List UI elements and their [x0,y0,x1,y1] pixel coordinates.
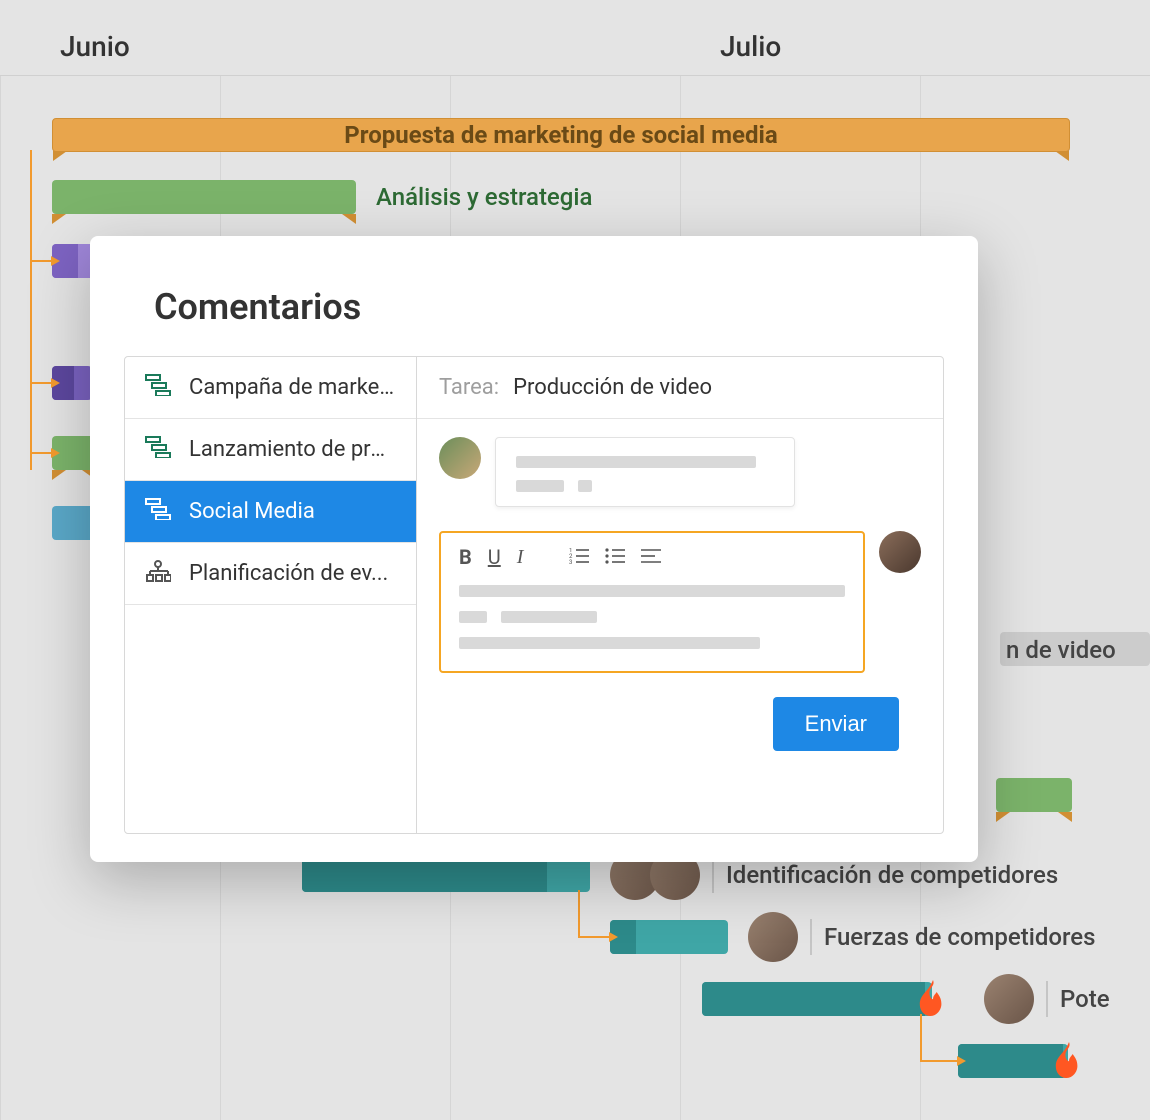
placeholder-line [516,456,756,468]
org-chart-icon [145,560,171,588]
italic-button[interactable]: I [517,547,524,567]
placeholder-line [459,637,760,649]
flame-icon [918,980,948,1016]
avatar [439,437,481,479]
dependency-link [578,936,610,938]
thread-pane: Tarea: Producción de video [417,357,943,833]
send-button[interactable]: Enviar [773,697,899,751]
dependency-link [30,452,52,454]
projects-list: Campaña de marketing Lanzamiento de pro..… [125,357,417,833]
bar-progress [302,858,547,892]
unordered-list-button[interactable] [605,547,625,567]
bold-button[interactable]: B [459,547,472,567]
dependency-link [920,1060,958,1062]
editor-toolbar: B U I 123 [459,547,845,567]
gantt-bar[interactable] [996,778,1072,812]
avatar [984,974,1034,1024]
send-row: Enviar [439,697,921,751]
avatar [748,912,798,962]
project-label: Planificación de ev... [189,561,388,586]
task-label: Tarea: [439,375,499,400]
comment-row [439,437,921,507]
project-label: Campaña de marketing [189,375,396,400]
month-label: Julio [690,0,781,63]
placeholder-line [501,611,597,623]
separator [1046,981,1048,1017]
project-label: Lanzamiento de pro... [189,437,396,462]
placeholder-line [459,611,487,623]
arrowhead-icon [51,448,60,458]
placeholder-line [516,480,564,492]
comment-editor[interactable]: B U I 123 [439,531,865,673]
dependency-link [30,382,52,384]
arrowhead-icon [609,932,618,942]
modal-title: Comentarios [154,286,944,328]
dependency-link [30,260,52,262]
underline-button[interactable]: U [488,547,501,567]
flame-icon [1054,1042,1084,1078]
project-item[interactable]: Campaña de marketing [125,357,416,419]
gantt-icon [145,374,171,402]
placeholder-line [578,480,592,492]
gantt-icon [145,498,171,526]
arrowhead-icon [51,256,60,266]
bar-label: Propuesta de marketing de social media [344,121,777,149]
editor-row: B U I 123 [439,531,921,673]
gantt-bar[interactable]: Análisis y estrategia [52,180,356,214]
task-info: Pote [984,974,1110,1024]
grid-column [0,76,1,1120]
separator [712,857,714,893]
bar-label: n de video [1006,636,1116,664]
project-item[interactable]: Social Media [125,481,416,543]
separator [810,919,812,955]
align-button[interactable] [641,547,661,567]
comments-modal: Comentarios Campaña de marketing Lanzamie… [90,236,978,862]
gantt-bar[interactable] [610,920,728,954]
bar-progress [702,982,925,1016]
project-item[interactable]: Lanzamiento de pro... [125,419,416,481]
task-header: Tarea: Producción de video [417,357,943,419]
placeholder-line [459,585,845,597]
month-label: Junio [30,0,130,63]
task-label: Identificación de competidores [726,861,1058,889]
gantt-bar[interactable] [702,982,932,1016]
task-value: Producción de video [513,375,712,400]
svg-text:3: 3 [569,559,572,564]
ordered-list-button[interactable]: 123 [569,547,589,567]
gantt-bar[interactable] [302,858,590,892]
arrowhead-icon [51,378,60,388]
project-item[interactable]: Planificación de ev... [125,543,416,605]
dependency-link [578,890,580,938]
project-label: Social Media [189,499,315,524]
modal-panes: Campaña de marketing Lanzamiento de pro..… [124,356,944,834]
avatar [879,531,921,573]
dependency-link [30,150,32,470]
task-info: Fuerzas de competidores [748,912,1095,962]
gantt-icon [145,436,171,464]
task-label: Fuerzas de competidores [824,923,1095,951]
month-header: Junio Julio [0,0,1150,76]
arrowhead-icon [957,1056,966,1066]
gantt-bar[interactable] [958,1044,1068,1078]
comment-bubble [495,437,795,507]
comment-thread: B U I 123 [417,419,943,833]
gantt-group-bar[interactable]: Propuesta de marketing de social media [52,118,1070,152]
bar-progress [958,1044,1063,1078]
dependency-link [920,1014,922,1062]
task-label: Pote [1060,985,1110,1013]
bar-label: Análisis y estrategia [376,183,592,211]
